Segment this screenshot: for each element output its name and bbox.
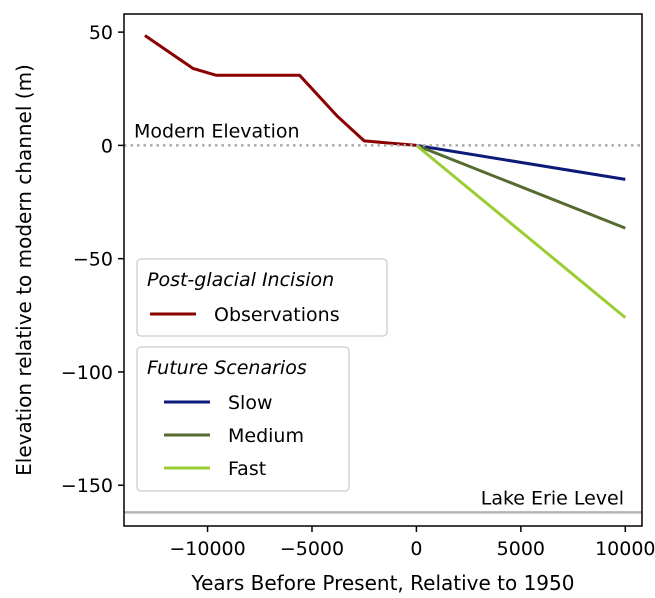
- series-line-slow: [416, 143, 626, 181]
- legend-label: Slow: [228, 392, 273, 414]
- series-line-medium: [415, 144, 626, 230]
- legend-label: Medium: [228, 425, 304, 447]
- x-tick-label: −5000: [280, 538, 344, 560]
- reference-lines: [124, 144, 642, 514]
- legend-title: Post-glacial Incision: [147, 269, 334, 291]
- series-line-observations: [144, 34, 417, 147]
- legend-label: Observations: [214, 304, 340, 326]
- y-tick-label: −150: [61, 475, 113, 497]
- plot-lines: [144, 34, 627, 319]
- series-line-fast: [415, 144, 627, 319]
- x-tick-label: 0: [410, 538, 422, 560]
- y-tick-label: 0: [101, 135, 113, 157]
- legends: Post-glacial Incision Observations Future …: [136, 258, 388, 492]
- x-tick-label: −10000: [169, 538, 245, 560]
- x-tick-label: 10000: [595, 538, 655, 560]
- y-tick-label: −100: [61, 362, 113, 384]
- axis-ticks: −10000 −5000 0 5000 10000 50 0 −50 −100 −150: [61, 22, 655, 560]
- legend-label: Fast: [228, 458, 266, 480]
- lake-erie-level-label: Lake Erie Level: [481, 487, 624, 509]
- legend-box: [136, 346, 350, 492]
- legend-title: Future Scenarios: [147, 357, 307, 379]
- legend-box: [136, 258, 388, 337]
- axes-frame: [123, 13, 643, 527]
- y-tick-label: −50: [73, 249, 113, 271]
- x-axis-label: Years Before Present, Relative to 1950: [191, 571, 575, 595]
- y-axis-label: Elevation relative to modern channel (m): [12, 64, 36, 476]
- x-tick-label: 5000: [497, 538, 545, 560]
- modern-elevation-label: Modern Elevation: [134, 120, 300, 142]
- y-tick-label: 50: [89, 22, 113, 44]
